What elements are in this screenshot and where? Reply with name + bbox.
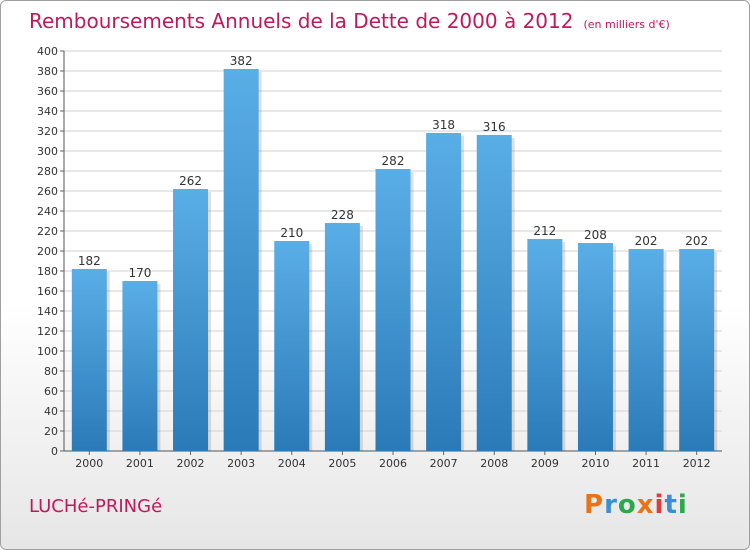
bar	[223, 69, 259, 451]
x-tick-label: 2010	[581, 457, 609, 470]
x-tick-label: 2004	[278, 457, 306, 470]
proxiti-logo: Proxiti	[584, 490, 688, 520]
bar	[628, 249, 664, 451]
town-name: LUCHé-PRINGé	[29, 496, 163, 517]
data-label: 202	[685, 234, 708, 248]
data-label: 170	[128, 266, 151, 280]
x-tick-label: 2000	[75, 457, 103, 470]
data-label: 382	[230, 54, 253, 68]
x-tick-label: 2005	[328, 457, 356, 470]
y-tick-label: 400	[37, 45, 58, 58]
data-label: 228	[331, 208, 354, 222]
x-tick-label: 2012	[683, 457, 711, 470]
y-tick-label: 320	[37, 125, 58, 138]
y-tick-label: 360	[37, 85, 58, 98]
bar	[679, 249, 715, 451]
y-tick-label: 200	[37, 245, 58, 258]
title-text: Remboursements Annuels de la Dette de 20…	[29, 9, 574, 33]
bar	[527, 239, 563, 451]
y-tick-label: 0	[51, 445, 58, 458]
x-tick-label: 2003	[227, 457, 255, 470]
y-tick-label: 280	[37, 165, 58, 178]
y-tick-label: 100	[37, 345, 58, 358]
logo-letter: o	[617, 490, 637, 520]
bar	[274, 241, 310, 451]
data-label: 208	[584, 228, 607, 242]
y-tick-label: 120	[37, 325, 58, 338]
y-tick-label: 180	[37, 265, 58, 278]
bar	[375, 169, 411, 451]
y-tick-label: 340	[37, 105, 58, 118]
y-tick-label: 240	[37, 205, 58, 218]
logo-letter: r	[604, 490, 618, 520]
chart-title: Remboursements Annuels de la Dette de 20…	[29, 9, 670, 33]
x-tick-label: 2001	[126, 457, 154, 470]
chart-subtitle: (en milliers d'€)	[583, 18, 670, 31]
bar	[476, 135, 512, 451]
logo-letter: P	[584, 490, 605, 520]
data-label: 182	[78, 254, 101, 268]
y-tick-label: 80	[44, 365, 58, 378]
y-tick-label: 160	[37, 285, 58, 298]
y-tick-label: 260	[37, 185, 58, 198]
y-tick-label: 140	[37, 305, 58, 318]
bar	[324, 223, 360, 451]
logo-letter: i	[677, 490, 688, 520]
data-label: 262	[179, 174, 202, 188]
logo-letter: i	[654, 490, 665, 520]
x-tick-label: 2007	[430, 457, 458, 470]
y-tick-label: 60	[44, 385, 58, 398]
data-label: 316	[483, 120, 506, 134]
x-tick-label: 2009	[531, 457, 559, 470]
logo-letter: x	[636, 490, 655, 520]
data-label: 212	[533, 224, 556, 238]
y-tick-label: 380	[37, 65, 58, 78]
logo-letter: t	[664, 490, 678, 520]
bar	[122, 281, 158, 451]
bar	[577, 243, 613, 451]
bar	[426, 133, 462, 451]
y-tick-label: 300	[37, 145, 58, 158]
y-tick-label: 40	[44, 405, 58, 418]
data-label: 282	[382, 154, 405, 168]
y-tick-label: 20	[44, 425, 58, 438]
x-tick-label: 2002	[177, 457, 205, 470]
bar	[71, 269, 107, 451]
bar	[173, 189, 209, 451]
x-tick-label: 2008	[480, 457, 508, 470]
data-label: 210	[280, 226, 303, 240]
y-tick-label: 220	[37, 225, 58, 238]
data-label: 202	[635, 234, 658, 248]
data-label: 318	[432, 118, 455, 132]
x-tick-label: 2011	[632, 457, 660, 470]
x-tick-label: 2006	[379, 457, 407, 470]
